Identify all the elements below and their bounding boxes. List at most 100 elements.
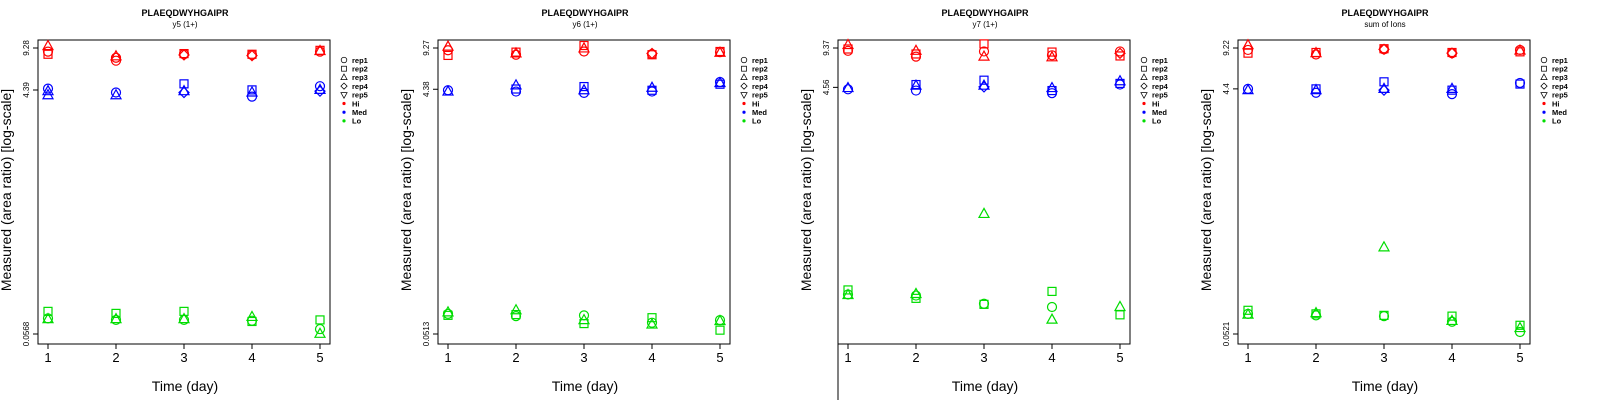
data-point (441, 84, 455, 96)
legend-color-dot (1142, 119, 1146, 123)
x-tick-label: 3 (980, 350, 987, 365)
legend-label: rep2 (752, 65, 768, 74)
x-tick-label: 1 (44, 350, 51, 365)
legend-label: Hi (352, 99, 360, 108)
legend-color-dot (342, 101, 346, 106)
data-point (109, 49, 123, 61)
data-point (1513, 43, 1527, 55)
chart-title: PLAEQDWYHGAIPR (941, 8, 1029, 18)
y-tick-label: 9.28 (22, 40, 31, 56)
data-point (43, 49, 53, 59)
data-point (715, 79, 725, 89)
legend-marker (740, 82, 748, 90)
data-point (1115, 310, 1125, 320)
x-tick-label: 4 (1448, 350, 1455, 365)
legend-label: rep3 (1152, 73, 1168, 82)
legend-marker (340, 92, 348, 99)
data-point (41, 84, 55, 96)
legend-symbol (741, 65, 747, 72)
data-point (646, 86, 658, 97)
legend-marker (1540, 56, 1548, 64)
legend-symbol (740, 56, 748, 64)
data-point (1309, 46, 1323, 58)
data-point (41, 312, 55, 324)
data-point (313, 44, 327, 56)
data-point (841, 288, 855, 300)
x-tick-label: 4 (648, 350, 655, 365)
data-point (246, 315, 258, 326)
x-tick-label: 5 (716, 350, 723, 365)
legend-marker (1141, 65, 1147, 72)
legend-label: rep5 (752, 91, 768, 100)
legend-marker (340, 56, 348, 64)
legend-label: rep5 (1552, 91, 1568, 100)
y-axis-label: Measured (area ratio) [log-scale] (398, 89, 414, 291)
data-point (42, 46, 54, 57)
legend-marker (740, 73, 748, 80)
data-point (713, 46, 727, 57)
legend-marker (1540, 92, 1548, 99)
data-point (110, 55, 122, 66)
legend-label: rep1 (352, 56, 368, 65)
y-axis-label: Measured (area ratio) [log-scale] (798, 89, 814, 291)
legend-marker (1541, 65, 1547, 72)
data-point (977, 207, 991, 219)
data-point (178, 314, 190, 326)
chart-title: PLAEQDWYHGAIPR (1341, 8, 1429, 18)
data-point (1445, 82, 1459, 93)
legend-color-dot (342, 110, 346, 114)
chart-subtitle: y7 (1+) (972, 20, 997, 29)
data-point (509, 46, 523, 58)
x-tick-label: 3 (1380, 350, 1387, 365)
legend-label: Lo (1552, 117, 1562, 126)
data-point (842, 84, 854, 95)
data-point (442, 308, 454, 319)
data-point (579, 81, 589, 92)
x-tick-label: 4 (1048, 350, 1055, 365)
y-tick-label: 4.56 (822, 79, 831, 95)
legend-color-dot (342, 119, 346, 123)
legend-label: Lo (352, 117, 362, 126)
data-point (1113, 300, 1127, 312)
chart-panel: PLAEQDWYHGAIPR sum of Ions Time (day) Measu… (1198, 8, 1569, 394)
chart-panel: PLAEQDWYHGAIPR y5 (1+) Time (day) Measured … (0, 8, 369, 394)
legend-symbol (1140, 56, 1148, 64)
x-axis-label: Time (day) (952, 378, 1018, 394)
data-point (1447, 311, 1457, 321)
data-point (978, 46, 990, 57)
chart-title: PLAEQDWYHGAIPR (141, 8, 229, 18)
legend-label: rep4 (752, 82, 769, 91)
x-tick-label: 5 (1116, 350, 1123, 365)
legend-label: rep1 (752, 56, 768, 65)
y-axis-label: Measured (area ratio) [log-scale] (0, 89, 14, 291)
data-point (42, 83, 54, 94)
legend-label: Med (1152, 108, 1167, 117)
data-point (314, 81, 326, 92)
data-point (510, 86, 522, 97)
data-point (1115, 51, 1125, 61)
data-point (1446, 89, 1458, 100)
legend-marker (1140, 92, 1148, 99)
legend-symbol (340, 92, 348, 99)
data-point (1045, 312, 1059, 324)
data-point (910, 51, 922, 62)
legend-label: rep2 (352, 65, 368, 74)
data-point (977, 49, 991, 61)
legend-color-dot (742, 101, 746, 106)
y-axis-label: Measured (area ratio) [log-scale] (1198, 89, 1214, 291)
legend-label: rep2 (1152, 65, 1168, 74)
data-point (510, 311, 522, 322)
legend-label: Med (352, 108, 367, 117)
data-point (645, 317, 659, 329)
data-point (443, 50, 453, 61)
legend-symbol (341, 65, 347, 72)
data-point (1513, 321, 1527, 333)
data-point (1046, 301, 1058, 313)
legend-label: rep5 (352, 91, 368, 100)
legend-marker (1140, 82, 1148, 90)
data-point (909, 78, 923, 90)
data-point (647, 313, 657, 323)
data-point (646, 47, 658, 60)
plot-frame (837, 39, 1131, 345)
data-point (246, 49, 258, 62)
